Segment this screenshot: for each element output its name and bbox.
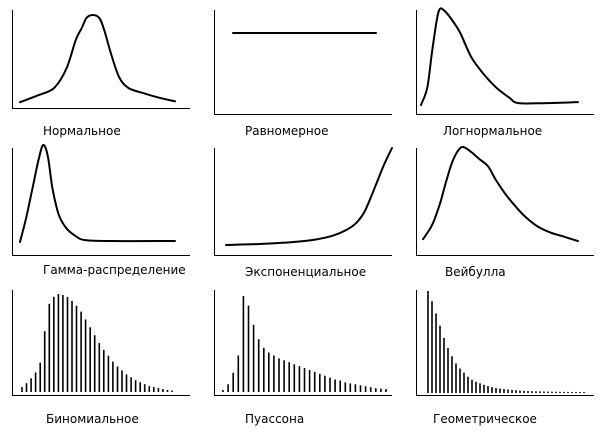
label-uniform: Равномерное <box>245 124 329 138</box>
normal-curve <box>19 14 176 104</box>
weibull-curve <box>422 145 579 243</box>
label-lognormal: Логнормальное <box>443 124 543 138</box>
lognormal-curve <box>420 7 579 106</box>
label-weibull: Вейбулла <box>445 265 506 279</box>
label-gamma: Гамма-распределение <box>43 263 186 277</box>
label-binomial: Биномиальное <box>46 412 139 426</box>
label-geometric: Геометрическое <box>433 412 537 426</box>
gamma-curve <box>19 144 176 243</box>
exponential-curve <box>225 147 393 246</box>
label-exponential: Экспоненциальное <box>245 265 367 279</box>
label-poisson: Пуассона <box>245 412 305 426</box>
label-normal: Нормальное <box>43 124 121 138</box>
